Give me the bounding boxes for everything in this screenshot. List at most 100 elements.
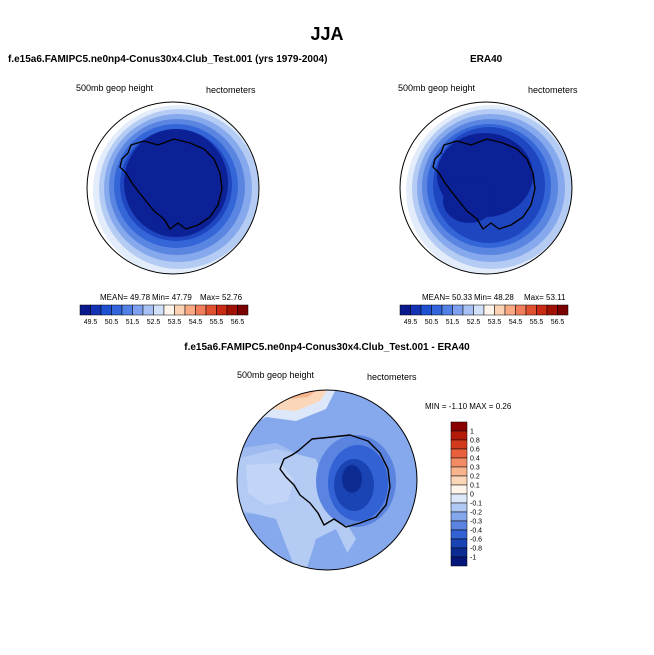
diff-colorbar-tick-label: -0.4 [470, 528, 482, 535]
diff-minmax: MIN = -1.10 MAX = 0.26 [425, 402, 512, 411]
diff-colorbar-swatch [450, 457, 468, 468]
obs-stat-max: Max= 53.11 [524, 293, 566, 302]
diff-colorbar-tick-label: -0.3 [470, 519, 482, 526]
model-colorbar-swatch [111, 304, 123, 316]
obs-colorbar-swatch [473, 304, 485, 316]
obs-colorbar-swatch [410, 304, 422, 316]
antarctica-coastline [432, 138, 536, 230]
model-colorbar-swatch [237, 304, 249, 316]
model-polar-map [86, 101, 260, 275]
model-panel-title: f.e15a6.FAMIPC5.ne0np4-Conus30x4.Club_Te… [8, 54, 328, 65]
obs-colorbar: 49.5 50.5 51.5 52.5 53.5 54.5 55.5 56.5 [399, 304, 569, 326]
diff-colorbar-swatch [450, 484, 468, 495]
obs-colorbar-tick-label: 51.5 [446, 319, 460, 326]
model-colorbar-swatch [132, 304, 144, 316]
antarctica-coastline [119, 138, 223, 230]
model-colorbar-swatch [205, 304, 217, 316]
diff-colorbar-tick-label: 0.1 [470, 483, 480, 490]
obs-colorbar-tick-label: 54.5 [509, 319, 523, 326]
obs-colorbar-swatch [399, 304, 411, 316]
obs-stat-min: Min= 48.28 [474, 293, 514, 302]
diff-colorbar: 1 0.8 0.6 0.4 0.3 0.2 0.1 0 -0.1 -0.2 -0.3 -0.4 -0.6… [450, 421, 482, 567]
model-colorbar-swatch [142, 304, 154, 316]
model-colorbar-swatch [121, 304, 133, 316]
obs-colorbar-tick-label: 52.5 [467, 319, 481, 326]
obs-colorbar-swatch [557, 304, 569, 316]
model-colorbar-swatch [174, 304, 186, 316]
diff-colorbar-tick-label: -0.1 [470, 501, 482, 508]
diff-colorbar-tick-label: 0.3 [470, 465, 480, 472]
model-units-label: hectometers [206, 85, 256, 95]
diff-colorbar-swatch [450, 556, 468, 567]
diff-colorbar-swatch [450, 421, 468, 432]
model-colorbar-swatch [163, 304, 175, 316]
obs-colorbar-swatch [420, 304, 432, 316]
obs-polar-map [399, 101, 573, 275]
obs-colorbar-swatch [441, 304, 453, 316]
model-colorbar-swatch [153, 304, 165, 316]
model-colorbar-tick-label: 55.5 [210, 319, 224, 326]
model-variable-label: 500mb geop height [76, 83, 154, 93]
diff-variable-label: 500mb geop height [237, 370, 315, 380]
obs-colorbar-swatch [452, 304, 464, 316]
diff-colorbar-swatch [450, 511, 468, 522]
model-colorbar: 49.5 50.5 51.5 52.5 53.5 54.5 55.5 56.5 [79, 304, 249, 326]
main-title: JJA [310, 24, 344, 44]
diff-colorbar-tick-label: -0.2 [470, 510, 482, 517]
diff-colorbar-swatch [450, 529, 468, 540]
diff-colorbar-tick-label: -1 [470, 555, 476, 562]
diff-colorbar-tick-label: 0 [470, 492, 474, 499]
obs-colorbar-tick-label: 55.5 [530, 319, 544, 326]
model-colorbar-tick-label: 56.5 [231, 319, 245, 326]
obs-colorbar-swatch [546, 304, 558, 316]
diff-colorbar-tick-label: -0.8 [470, 546, 482, 553]
model-colorbar-tick-label: 49.5 [84, 319, 98, 326]
model-colorbar-tick-label: 54.5 [189, 319, 203, 326]
model-colorbar-tick-label: 52.5 [147, 319, 161, 326]
diff-colorbar-swatch [450, 538, 468, 549]
obs-colorbar-tick-label: 50.5 [425, 319, 439, 326]
obs-units-label: hectometers [528, 85, 578, 95]
obs-colorbar-swatch [536, 304, 548, 316]
model-colorbar-swatch [79, 304, 91, 316]
diff-colorbar-swatch [450, 520, 468, 531]
diff-panel-title: f.e15a6.FAMIPC5.ne0np4-Conus30x4.Club_Te… [184, 342, 470, 353]
obs-colorbar-tick-label: 56.5 [551, 319, 565, 326]
diff-colorbar-tick-label: 0.8 [470, 438, 480, 445]
model-colorbar-swatch [226, 304, 238, 316]
diff-colorbar-swatch [450, 547, 468, 558]
diff-colorbar-tick-label: 0.2 [470, 474, 480, 481]
diff-units-label: hectometers [367, 372, 417, 382]
model-colorbar-swatch [195, 304, 207, 316]
model-colorbar-tick-label: 51.5 [126, 319, 140, 326]
obs-colorbar-swatch [525, 304, 537, 316]
obs-variable-label: 500mb geop height [398, 83, 476, 93]
antarctica-coastline [279, 434, 391, 528]
diff-colorbar-swatch [450, 502, 468, 513]
diff-colorbar-swatch [450, 475, 468, 486]
obs-colorbar-tick-label: 53.5 [488, 319, 502, 326]
diff-colorbar-swatch [450, 430, 468, 441]
obs-colorbar-swatch [504, 304, 516, 316]
obs-colorbar-swatch [515, 304, 527, 316]
model-colorbar-swatch [100, 304, 112, 316]
diff-polar-map [236, 389, 418, 571]
obs-panel-title: ERA40 [470, 54, 503, 65]
model-colorbar-swatch [90, 304, 102, 316]
model-colorbar-swatch [216, 304, 228, 316]
diff-colorbar-tick-label: 0.4 [470, 456, 480, 463]
obs-colorbar-swatch [431, 304, 443, 316]
obs-colorbar-swatch [483, 304, 495, 316]
obs-colorbar-swatch [494, 304, 506, 316]
diff-colorbar-tick-label: -0.6 [470, 537, 482, 544]
diff-colorbar-swatch [450, 466, 468, 477]
model-stat-mean: MEAN= 49.78 [100, 293, 151, 302]
diff-colorbar-swatch [450, 439, 468, 450]
model-colorbar-swatch [184, 304, 196, 316]
diff-colorbar-swatch [450, 493, 468, 504]
obs-colorbar-tick-label: 49.5 [404, 319, 418, 326]
model-colorbar-tick-label: 53.5 [168, 319, 182, 326]
diff-colorbar-tick-label: 0.6 [470, 447, 480, 454]
obs-colorbar-swatch [462, 304, 474, 316]
model-colorbar-tick-label: 50.5 [105, 319, 119, 326]
